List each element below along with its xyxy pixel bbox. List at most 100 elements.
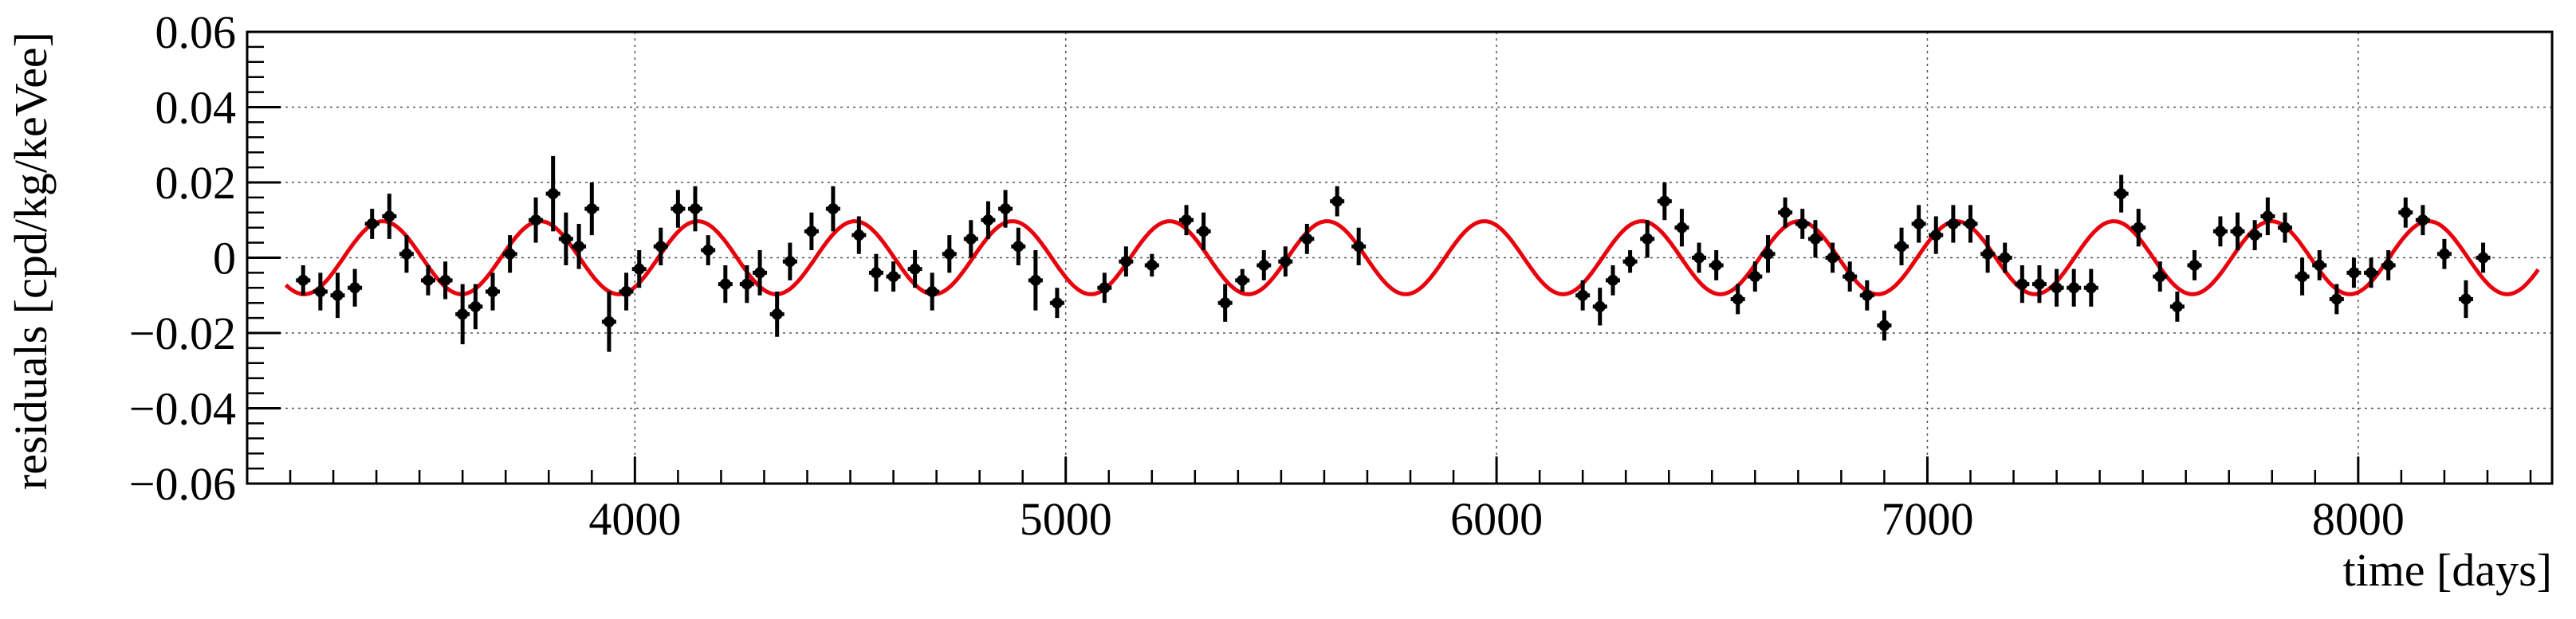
data-point bbox=[1894, 227, 1909, 265]
y-tick-label: −0.02 bbox=[129, 308, 236, 359]
data-point bbox=[1807, 220, 1823, 258]
data-point bbox=[1980, 235, 1996, 273]
data-point bbox=[1592, 288, 1607, 326]
data-point bbox=[486, 272, 501, 311]
data-point bbox=[1859, 280, 1874, 311]
point-marker bbox=[2348, 267, 2360, 279]
point-marker bbox=[2314, 259, 2326, 271]
point-marker bbox=[560, 233, 572, 245]
data-point bbox=[1911, 205, 1926, 243]
data-point bbox=[963, 220, 978, 258]
point-marker bbox=[2154, 271, 2166, 283]
data-point bbox=[1278, 246, 1293, 277]
data-point bbox=[1351, 227, 1367, 265]
data-point bbox=[2381, 250, 2396, 280]
point-marker bbox=[1999, 252, 2011, 264]
point-marker bbox=[2115, 188, 2127, 200]
data-point bbox=[1144, 253, 1159, 277]
data-point bbox=[1795, 209, 1810, 239]
point-marker bbox=[1710, 259, 1722, 271]
point-marker bbox=[2279, 221, 2291, 233]
point-marker bbox=[2051, 282, 2063, 294]
point-marker bbox=[349, 282, 361, 294]
data-point bbox=[2458, 280, 2473, 319]
data-point bbox=[1011, 227, 1026, 265]
data-point bbox=[468, 284, 483, 330]
data-point bbox=[981, 201, 996, 239]
point-marker bbox=[1947, 217, 1959, 229]
point-marker bbox=[2366, 267, 2377, 279]
data-point bbox=[1049, 288, 1064, 319]
data-point bbox=[1825, 242, 1840, 273]
data-point bbox=[1575, 280, 1591, 311]
data-point bbox=[1640, 220, 1655, 258]
data-point bbox=[2260, 197, 2275, 236]
point-marker bbox=[1146, 259, 1158, 271]
data-point bbox=[1843, 261, 1858, 292]
data-point bbox=[2248, 220, 2263, 251]
point-marker bbox=[771, 308, 783, 320]
point-marker bbox=[1844, 271, 1856, 283]
data-point bbox=[420, 264, 435, 296]
point-marker bbox=[2189, 259, 2200, 271]
point-marker bbox=[2085, 282, 2097, 294]
data-point bbox=[2277, 212, 2292, 243]
point-marker bbox=[926, 286, 938, 298]
point-marker bbox=[2438, 248, 2450, 260]
point-marker bbox=[504, 248, 516, 260]
point-marker bbox=[1809, 233, 1821, 245]
data-point bbox=[1300, 223, 1315, 254]
point-marker bbox=[2400, 206, 2412, 218]
data-point bbox=[438, 261, 453, 300]
point-marker bbox=[1676, 221, 1688, 233]
data-point bbox=[545, 155, 560, 232]
data-point bbox=[382, 194, 397, 239]
data-point bbox=[1963, 205, 1978, 243]
data-point bbox=[1257, 250, 1272, 280]
x-tick-label: 8000 bbox=[2312, 493, 2405, 545]
data-point bbox=[2169, 292, 2185, 322]
data-point bbox=[2476, 242, 2491, 273]
point-marker bbox=[2171, 300, 2183, 312]
point-marker bbox=[1594, 300, 1606, 312]
data-point bbox=[2187, 250, 2202, 280]
data-points bbox=[296, 155, 2491, 352]
x-tick-label: 4000 bbox=[588, 493, 681, 545]
data-point bbox=[2031, 264, 2047, 304]
x-tick-label: 7000 bbox=[1881, 493, 1973, 545]
data-point bbox=[313, 272, 328, 311]
point-marker bbox=[1013, 241, 1025, 253]
y-tick-label: 0.02 bbox=[155, 157, 237, 209]
point-marker bbox=[1762, 248, 1774, 260]
point-marker bbox=[2016, 278, 2028, 290]
data-point bbox=[671, 190, 686, 228]
data-point bbox=[1945, 205, 1961, 243]
point-marker bbox=[1930, 229, 1942, 241]
point-marker bbox=[1301, 233, 1313, 245]
point-marker bbox=[332, 289, 344, 301]
data-point bbox=[868, 253, 883, 292]
data-point bbox=[886, 261, 901, 292]
point-marker bbox=[1258, 259, 1270, 271]
data-point bbox=[1929, 216, 1944, 254]
data-point bbox=[2329, 284, 2344, 315]
point-marker bbox=[754, 267, 766, 279]
y-tick-label: 0.04 bbox=[155, 82, 237, 134]
point-marker bbox=[530, 214, 542, 226]
point-marker bbox=[1331, 195, 1343, 207]
point-marker bbox=[1181, 214, 1193, 226]
point-marker bbox=[1796, 217, 1808, 229]
point-marker bbox=[2417, 214, 2429, 226]
data-point bbox=[1674, 209, 1689, 247]
axis-ticks bbox=[246, 30, 2532, 485]
data-point bbox=[1119, 246, 1134, 277]
point-marker bbox=[1732, 293, 1744, 305]
point-marker bbox=[297, 274, 309, 286]
data-point bbox=[584, 182, 600, 236]
data-point bbox=[1778, 197, 1793, 228]
data-point bbox=[769, 292, 785, 337]
point-marker bbox=[702, 245, 714, 257]
